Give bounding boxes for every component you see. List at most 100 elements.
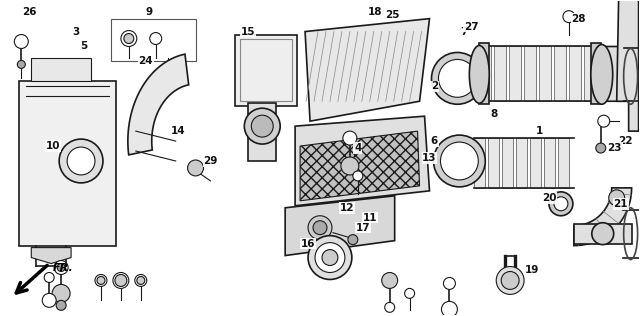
Circle shape — [433, 135, 485, 187]
Text: 29: 29 — [204, 156, 218, 166]
Circle shape — [188, 160, 204, 176]
Text: 17: 17 — [355, 223, 370, 233]
Circle shape — [52, 284, 70, 302]
Circle shape — [56, 301, 66, 310]
Text: 3: 3 — [72, 27, 80, 37]
Circle shape — [137, 276, 145, 284]
Circle shape — [348, 235, 358, 245]
Circle shape — [322, 250, 338, 265]
Text: 10: 10 — [46, 141, 60, 151]
Circle shape — [341, 157, 359, 175]
Ellipse shape — [591, 45, 612, 104]
Text: FR.: FR. — [53, 263, 74, 272]
Text: 2: 2 — [431, 81, 438, 91]
Text: 28: 28 — [572, 14, 586, 24]
Polygon shape — [574, 188, 632, 246]
Text: 21: 21 — [613, 199, 628, 209]
Circle shape — [67, 147, 95, 175]
Circle shape — [440, 142, 478, 180]
Circle shape — [124, 33, 134, 44]
Polygon shape — [574, 224, 632, 244]
Text: 14: 14 — [172, 126, 186, 136]
Circle shape — [609, 190, 625, 206]
Text: 5: 5 — [81, 41, 88, 52]
Polygon shape — [584, 46, 596, 101]
Text: 6: 6 — [431, 136, 438, 146]
Circle shape — [95, 275, 107, 286]
Polygon shape — [558, 138, 569, 188]
Text: 26: 26 — [22, 7, 36, 17]
Circle shape — [501, 271, 519, 289]
Polygon shape — [617, 0, 639, 131]
Polygon shape — [539, 46, 551, 101]
Circle shape — [431, 52, 483, 104]
Text: 8: 8 — [491, 109, 498, 119]
Polygon shape — [305, 19, 429, 121]
Text: 16: 16 — [301, 239, 316, 249]
Polygon shape — [31, 248, 71, 264]
Circle shape — [308, 236, 352, 279]
Circle shape — [385, 302, 395, 312]
Circle shape — [97, 276, 105, 284]
Circle shape — [44, 272, 54, 283]
Text: 7: 7 — [461, 27, 468, 37]
Circle shape — [313, 221, 327, 235]
Bar — [479, 43, 489, 104]
Text: 22: 22 — [618, 136, 633, 146]
Text: 18: 18 — [367, 7, 382, 17]
Circle shape — [244, 108, 280, 144]
Circle shape — [308, 216, 332, 240]
Circle shape — [115, 275, 127, 286]
Polygon shape — [530, 138, 541, 188]
Polygon shape — [509, 46, 521, 101]
Circle shape — [596, 143, 605, 153]
Bar — [236, 34, 297, 106]
Polygon shape — [516, 138, 527, 188]
Ellipse shape — [592, 223, 614, 245]
Text: 13: 13 — [422, 153, 436, 163]
Bar — [248, 103, 276, 161]
Circle shape — [496, 266, 524, 295]
Text: 23: 23 — [607, 143, 622, 153]
Polygon shape — [502, 138, 513, 188]
Bar — [591, 43, 601, 104]
Text: 12: 12 — [340, 203, 354, 213]
Text: 24: 24 — [138, 57, 153, 66]
Text: 4: 4 — [354, 143, 362, 153]
Text: 11: 11 — [362, 213, 377, 223]
Polygon shape — [488, 138, 499, 188]
Polygon shape — [31, 58, 91, 81]
Circle shape — [554, 197, 568, 211]
Polygon shape — [128, 54, 189, 155]
Text: 27: 27 — [464, 21, 479, 32]
Circle shape — [381, 272, 397, 289]
Polygon shape — [295, 116, 429, 206]
Text: 1: 1 — [536, 126, 543, 136]
Polygon shape — [111, 19, 196, 61]
Circle shape — [59, 139, 103, 183]
Circle shape — [14, 34, 28, 48]
Circle shape — [315, 243, 345, 272]
Circle shape — [57, 264, 65, 271]
Polygon shape — [494, 46, 506, 101]
Circle shape — [353, 171, 363, 181]
Polygon shape — [544, 138, 555, 188]
Circle shape — [113, 272, 129, 289]
Circle shape — [598, 115, 610, 127]
Text: 19: 19 — [525, 264, 540, 275]
Circle shape — [563, 11, 575, 23]
Polygon shape — [300, 131, 420, 201]
Polygon shape — [474, 138, 485, 188]
Polygon shape — [569, 46, 581, 101]
Circle shape — [444, 277, 456, 289]
Text: 9: 9 — [145, 7, 152, 17]
Polygon shape — [599, 46, 637, 101]
Polygon shape — [285, 196, 395, 256]
Circle shape — [150, 33, 162, 45]
Circle shape — [343, 131, 357, 145]
Circle shape — [252, 115, 273, 137]
Circle shape — [404, 289, 415, 298]
Text: 15: 15 — [241, 27, 255, 37]
Circle shape — [442, 301, 458, 316]
Circle shape — [438, 59, 476, 97]
